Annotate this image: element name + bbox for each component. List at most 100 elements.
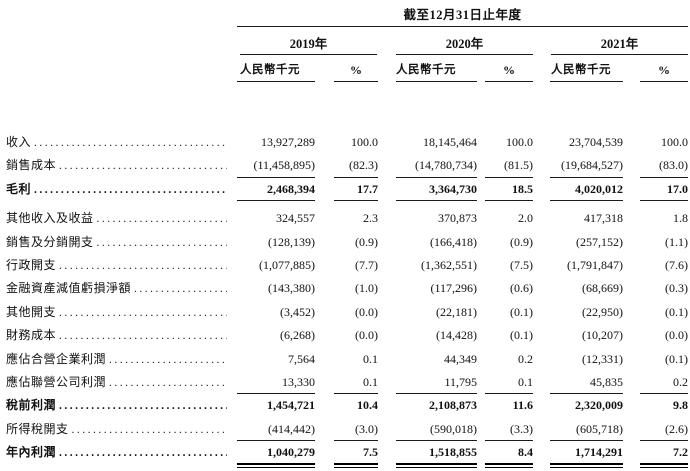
year-underline-2021	[551, 54, 688, 55]
row-label: 金融資產減值虧損淨額	[0, 277, 230, 300]
value-2020: 3,364,730	[396, 178, 477, 202]
pct-2020: 8.4	[485, 441, 533, 469]
period-title: 截至12月31日止年度	[403, 8, 522, 22]
table-row: 金融資產減值虧損淨額 (143,380) (1.0) (117,296) (0.…	[0, 277, 690, 300]
dot-leader	[59, 301, 227, 324]
value-2021: 4,020,012	[550, 178, 623, 202]
value-2021: 1,714,291	[550, 441, 623, 469]
value-2019: (6,268)	[280, 328, 315, 343]
year-underline-2019	[240, 54, 377, 55]
pct-2021: 9.8	[673, 398, 688, 413]
value-2021: 45,835	[550, 371, 623, 395]
value-2019: (128,139)	[268, 234, 315, 249]
dot-leader	[59, 394, 227, 417]
table-row: 銷售及分銷開支 (128,139) (0.9) (166,418) (0.9) …	[0, 231, 690, 254]
value-2019: (414,442)	[237, 418, 315, 442]
pct-2021: (0.0)	[665, 328, 688, 343]
row-label-text: 應佔聯營公司利潤	[6, 374, 107, 389]
pct-2020: (81.5)	[485, 154, 533, 178]
dot-leader	[34, 178, 227, 201]
pct-2021: 17.0	[640, 178, 688, 202]
value-2019: 13,330	[237, 371, 315, 395]
value-2020: 44,349	[444, 351, 477, 366]
dot-leader	[72, 418, 227, 441]
value-2021: (10,207)	[582, 328, 623, 343]
value-2021: (12,331)	[582, 351, 623, 366]
pct-2020: (0.9)	[510, 234, 533, 249]
row-label-text: 毛利	[6, 181, 32, 196]
row-label: 毛利	[0, 178, 230, 201]
pct-2021: 7.2	[640, 441, 688, 469]
table-row: 應佔聯營公司利潤 13,330 0.1 11,795 0.1 45,835 0.…	[0, 371, 690, 395]
table-row: 毛利 2,468,394 17.7 3,364,730 18.5 4,020,0…	[0, 178, 690, 202]
pct-2019: 2.3	[363, 211, 378, 226]
pct-2020: 18.5	[485, 178, 533, 202]
table-row: 銷售成本 (11,458,895) (82.3) (14,780,734) (8…	[0, 154, 690, 178]
pct-2019: 10.4	[357, 398, 378, 413]
value-2020: (14,780,734)	[396, 154, 477, 178]
pct-2020: (0.6)	[510, 281, 533, 296]
pct-2019: (3.0)	[334, 418, 378, 442]
row-label: 銷售及分銷開支	[0, 231, 230, 254]
value-2019: 13,927,289	[261, 135, 315, 149]
row-label-text: 其他開支	[6, 304, 57, 319]
table-row: 收入 13,927,289 100.0 18,145,464 100.0 23,…	[0, 131, 690, 154]
value-2021: 23,704,539	[569, 135, 623, 149]
table-row: 其他開支 (3,452) (0.0) (22,181) (0.1) (22,95…	[0, 301, 690, 324]
row-label: 應佔聯營公司利潤	[0, 371, 230, 394]
pct-2019: 0.1	[334, 371, 378, 395]
row-label: 所得稅開支	[0, 418, 230, 441]
currency-underline-2021	[550, 81, 623, 82]
pct-2020: (0.1)	[510, 304, 533, 319]
value-2019: 2,468,394	[237, 178, 315, 202]
currency-header-2019: 人民幣千元	[240, 64, 300, 76]
year-header-2021: 2021年	[600, 37, 639, 51]
pct-2021: (83.0)	[640, 154, 688, 178]
row-label-text: 應佔合營企業利潤	[6, 351, 107, 366]
value-2021: (22,950)	[582, 304, 623, 319]
pct-2021: (1.1)	[665, 234, 688, 249]
pct-2021: 0.2	[640, 371, 688, 395]
row-label-text: 金融資產減值虧損淨額	[6, 281, 132, 296]
year-header-2019: 2019年	[289, 37, 328, 51]
value-2020: (1,362,551)	[421, 257, 477, 272]
dot-leader	[134, 277, 227, 300]
currency-underline-2020	[396, 81, 477, 82]
dot-leader	[59, 324, 227, 347]
row-label: 其他開支	[0, 301, 230, 324]
header-top-rule	[237, 26, 688, 27]
pct-2019: 0.1	[363, 351, 378, 366]
value-2019: (11,458,895)	[237, 154, 315, 178]
dot-leader	[109, 348, 227, 371]
year-header-2020: 2020年	[445, 37, 484, 51]
pct-2020: 0.2	[518, 351, 533, 366]
percent-header-2019: %	[350, 63, 362, 77]
table-row: 所得稅開支 (414,442) (3.0) (590,018) (3.3) (6…	[0, 418, 690, 442]
row-label-text: 稅前利潤	[6, 398, 57, 413]
value-2021: 417,318	[584, 211, 623, 226]
currency-header-2020: 人民幣千元	[396, 64, 456, 76]
pct-2019: (1.0)	[355, 281, 378, 296]
value-2019: 7,564	[288, 351, 315, 366]
row-label: 應佔合營企業利潤	[0, 348, 230, 371]
row-label-text: 銷售成本	[6, 158, 57, 173]
value-2019: 1,040,279	[237, 441, 315, 469]
table-row: 年內利潤 1,040,279 7.5 1,518,855 8.4 1,714,2…	[0, 441, 690, 469]
pct-2019: 100.0	[351, 135, 378, 149]
currency-header-2021: 人民幣千元	[551, 64, 611, 76]
pct-2020: 11.6	[512, 398, 533, 413]
value-2020: (590,018)	[396, 418, 477, 442]
percent-header-2020: %	[503, 63, 515, 77]
table-row: 稅前利潤 1,454,721 10.4 2,108,873 11.6 2,320…	[0, 394, 690, 417]
row-label-text: 收入	[6, 135, 32, 149]
value-2021: (68,669)	[582, 281, 623, 296]
value-2020: 11,795	[396, 371, 477, 395]
dot-leader	[59, 254, 227, 277]
value-2019: 1,454,721	[267, 398, 315, 413]
row-label: 稅前利潤	[0, 394, 230, 417]
pct-2019: 17.7	[334, 178, 378, 202]
row-label: 收入	[0, 131, 230, 154]
value-2020: 2,108,873	[429, 398, 477, 413]
row-label: 財務成本	[0, 324, 230, 347]
